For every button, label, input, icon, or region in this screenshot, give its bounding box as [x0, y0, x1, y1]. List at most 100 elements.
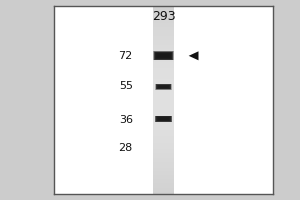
Bar	[156, 116, 171, 122]
Bar	[158, 54, 169, 58]
Bar	[155, 116, 172, 122]
Bar	[158, 117, 169, 121]
Bar	[157, 117, 170, 121]
Bar	[153, 72, 174, 74]
Text: 72: 72	[118, 51, 133, 61]
Bar	[153, 6, 174, 8]
Polygon shape	[189, 51, 199, 60]
Bar	[159, 86, 168, 88]
Bar	[153, 36, 174, 38]
Bar	[153, 130, 174, 132]
Text: 28: 28	[118, 143, 133, 153]
Bar	[153, 27, 174, 29]
Bar	[153, 124, 174, 126]
Bar	[153, 186, 174, 188]
Bar	[154, 52, 173, 60]
Bar	[155, 116, 172, 122]
Bar	[156, 84, 171, 89]
Bar	[153, 40, 174, 42]
Bar	[153, 155, 174, 156]
Bar	[153, 25, 174, 27]
Bar	[159, 118, 168, 120]
Bar	[158, 85, 169, 89]
Bar	[153, 153, 174, 155]
Bar	[153, 66, 174, 68]
Bar	[153, 108, 174, 109]
Bar	[153, 185, 174, 186]
Bar	[153, 145, 174, 147]
Bar	[153, 173, 174, 175]
Bar	[157, 85, 170, 89]
Bar	[153, 83, 174, 85]
Bar	[158, 117, 169, 120]
Bar	[155, 116, 172, 122]
Bar	[153, 128, 174, 130]
Bar	[158, 85, 169, 88]
Bar	[159, 86, 168, 88]
Bar	[153, 111, 174, 113]
Bar	[157, 85, 170, 89]
Bar	[153, 68, 174, 70]
Bar	[153, 29, 174, 30]
Bar	[153, 117, 174, 119]
Bar	[153, 183, 174, 185]
Bar	[153, 51, 174, 53]
Bar	[153, 96, 174, 98]
Bar	[153, 70, 174, 72]
Bar	[159, 86, 168, 88]
Bar	[156, 53, 171, 58]
Bar	[157, 54, 170, 58]
Bar	[153, 134, 174, 136]
Bar	[153, 171, 174, 173]
Bar	[153, 47, 174, 49]
Bar	[157, 85, 170, 89]
Bar	[153, 147, 174, 149]
Bar	[153, 57, 174, 59]
Bar	[153, 12, 174, 14]
Bar	[157, 54, 170, 58]
Bar	[153, 141, 174, 143]
Bar	[153, 44, 174, 45]
Bar	[157, 117, 170, 121]
Bar	[153, 132, 174, 134]
Bar	[153, 92, 174, 94]
Bar	[153, 42, 174, 44]
Bar	[153, 139, 174, 141]
Text: 55: 55	[119, 81, 133, 91]
Bar	[158, 117, 169, 120]
Bar	[153, 19, 174, 21]
Bar	[153, 94, 174, 96]
Bar	[153, 21, 174, 23]
Bar	[158, 54, 169, 58]
Bar	[156, 84, 171, 89]
Bar	[153, 30, 174, 32]
Bar	[157, 85, 170, 89]
Bar	[153, 119, 174, 121]
Bar	[153, 100, 174, 102]
Bar	[153, 113, 174, 115]
Bar	[154, 52, 173, 60]
Bar	[153, 38, 174, 40]
Bar	[153, 34, 174, 36]
Bar	[153, 106, 174, 108]
Bar	[153, 98, 174, 100]
Bar	[153, 49, 174, 51]
Bar	[153, 62, 174, 64]
Bar	[155, 84, 172, 90]
Bar	[153, 32, 174, 34]
Bar	[155, 52, 172, 59]
Bar	[156, 53, 171, 59]
Bar	[153, 64, 174, 66]
Bar	[153, 126, 174, 128]
Bar	[153, 170, 174, 171]
Text: 293: 293	[152, 10, 175, 23]
Bar	[159, 86, 168, 88]
Bar	[153, 166, 174, 168]
Bar	[158, 54, 169, 57]
Bar	[153, 79, 174, 81]
Bar	[158, 54, 169, 57]
Bar	[153, 51, 174, 60]
Bar	[153, 59, 174, 61]
Bar	[153, 138, 174, 139]
Bar	[153, 190, 174, 192]
